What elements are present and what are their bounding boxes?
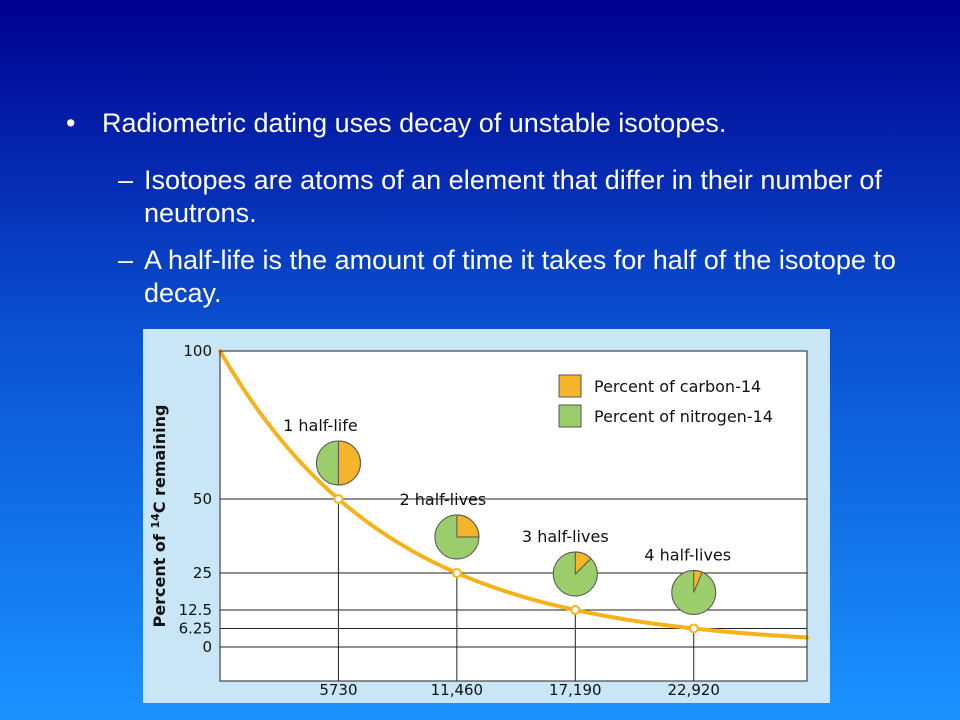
legend-swatch (558, 374, 582, 398)
carbon-slice (574, 551, 592, 576)
half-life-point (333, 494, 344, 504)
y-tick-label: 25 (193, 564, 212, 582)
sub-bullet-marker: – (118, 165, 134, 195)
main-bullet-text: Radiometric dating uses decay of unstabl… (102, 108, 727, 138)
half-life-label: 2 half-lives (399, 490, 486, 509)
decay-chart: 1 half-life 2 half-lives 3 half-lives 4 hal… (149, 342, 809, 699)
y-tick-label: 0 (202, 638, 212, 656)
y-tick-label: 100 (183, 342, 212, 360)
carbon-slice (693, 569, 703, 593)
sub-bullet-marker: – (118, 245, 134, 275)
y-tick-label: 12.5 (179, 601, 212, 619)
half-life-point (451, 568, 462, 578)
half-life-label: 4 half-lives (644, 546, 731, 565)
plot-border (219, 350, 808, 682)
sub-bullet-text: Isotopes are atoms of an element that di… (144, 165, 882, 228)
sub-bullet-text: A half-life is the amount of time it tak… (144, 245, 896, 308)
x-tick-label: 22,920 (667, 681, 720, 699)
y-tick-label: 6.25 (179, 620, 212, 638)
legend-label: Percent of carbon-14 (594, 377, 761, 396)
legend-swatch (558, 404, 582, 428)
decay-curve (218, 349, 809, 640)
half-life-point (570, 605, 581, 615)
x-tick-label: 11,460 (431, 681, 484, 699)
legend-label: Percent of nitrogen-14 (594, 407, 773, 426)
decay-chart-panel: 1 half-life 2 half-lives 3 half-lives 4 hal… (143, 329, 830, 703)
half-life-label: 1 half-life (283, 416, 358, 435)
bullet-marker: • (66, 108, 76, 138)
x-tick-label: 17,190 (549, 681, 602, 699)
carbon-slice (456, 514, 480, 538)
carbon-slice (337, 440, 361, 486)
plot-area (220, 351, 807, 681)
half-life-label: 3 half-lives (522, 527, 609, 546)
half-life-point (688, 623, 699, 634)
slide-text: • Radiometric dating uses decay of unsta… (0, 0, 960, 330)
y-axis-label: Percent of 14C remaining (149, 405, 169, 628)
y-tick-label: 50 (193, 490, 212, 508)
x-tick-label: 5730 (319, 681, 357, 699)
